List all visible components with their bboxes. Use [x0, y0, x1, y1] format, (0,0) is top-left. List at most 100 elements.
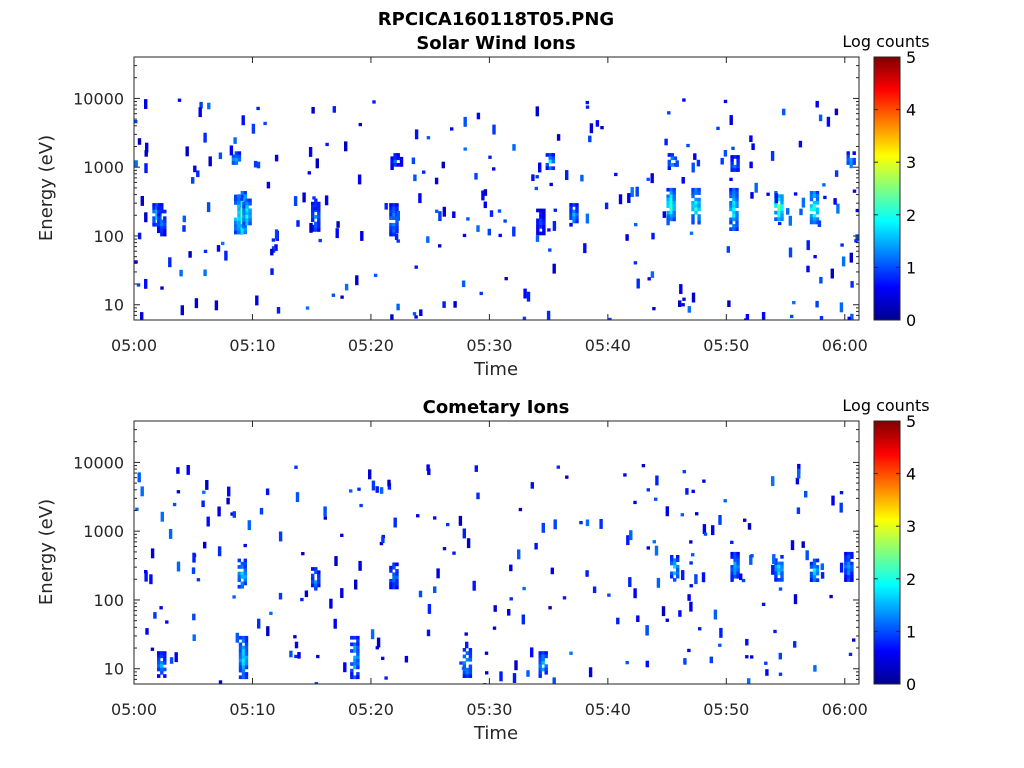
- heatmap-cell: [462, 671, 467, 675]
- heatmap-cell: [778, 652, 782, 660]
- heatmap-cell: [839, 491, 844, 495]
- heatmap-cell: [462, 528, 466, 539]
- heatmap-cell: [633, 588, 637, 599]
- heatmap-cell: [165, 620, 169, 624]
- heatmap-cell: [723, 150, 728, 157]
- heatmap-cell: [241, 662, 246, 666]
- heatmap-cell: [846, 161, 850, 165]
- heatmap-cell: [387, 483, 392, 490]
- heatmap-cell: [392, 229, 396, 234]
- heatmap-cell: [694, 191, 698, 195]
- heatmap-cell: [670, 558, 674, 562]
- heatmap-cell: [672, 204, 676, 208]
- heatmap-cell: [137, 472, 141, 483]
- heatmap-cell: [774, 574, 778, 579]
- heatmap-cell: [433, 586, 437, 593]
- heatmap-cell: [729, 220, 733, 225]
- heatmap-cell: [736, 558, 740, 563]
- heatmap-cell: [356, 649, 360, 653]
- heatmap-cell: [157, 654, 161, 659]
- heatmap-cell: [237, 230, 241, 235]
- heatmap-cell: [426, 236, 430, 243]
- heatmap-cell: [815, 100, 819, 108]
- heatmap-cell: [294, 641, 299, 649]
- heatmap-cell: [465, 674, 470, 678]
- heatmap-cell: [234, 217, 238, 222]
- heatmap-cell: [778, 587, 783, 591]
- heatmap-cell: [786, 208, 790, 215]
- heatmap-cell: [761, 602, 766, 606]
- heatmap-cell: [723, 499, 727, 503]
- heatmap-cell: [713, 609, 718, 620]
- heatmap-cell: [314, 228, 318, 232]
- heatmap-cell: [150, 548, 155, 559]
- heatmap-cell: [248, 218, 252, 222]
- heatmap-cell: [698, 627, 702, 631]
- heatmap-cell: [780, 568, 784, 572]
- heatmap-cell: [815, 207, 820, 212]
- heatmap-cell: [730, 540, 734, 544]
- heatmap-cell: [356, 652, 360, 657]
- heatmap-cell: [670, 153, 674, 157]
- heatmap-cell: [157, 661, 161, 665]
- heatmap-cell: [235, 632, 239, 643]
- heatmap-cell: [850, 551, 854, 556]
- heatmap-cell: [654, 545, 659, 556]
- heatmap-cell: [163, 226, 167, 230]
- heatmap-cell: [852, 151, 856, 155]
- x-tick-label: 05:30: [466, 700, 512, 719]
- heatmap-cell: [392, 203, 396, 207]
- heatmap-cell: [176, 490, 181, 494]
- heatmap-cell: [702, 479, 706, 483]
- heatmap-cell: [160, 651, 164, 655]
- heatmap-cell: [375, 486, 379, 493]
- heatmap-cell: [536, 221, 540, 226]
- heatmap-cell: [208, 156, 212, 167]
- heatmap-cell: [504, 277, 508, 281]
- heatmap-cell: [847, 316, 851, 320]
- heatmap-cell: [493, 605, 497, 612]
- heatmap-cell: [542, 211, 546, 216]
- heatmap-cell: [241, 672, 246, 676]
- heatmap-cell: [588, 135, 592, 143]
- heatmap-cell: [691, 489, 695, 493]
- heatmap-cell: [539, 215, 543, 219]
- heatmap-cell: [227, 486, 231, 497]
- heatmap-cell: [198, 107, 202, 118]
- heatmap-cell: [676, 558, 680, 562]
- heatmap-cell: [237, 207, 241, 212]
- heatmap-cell: [780, 207, 784, 212]
- heatmap-cell: [393, 163, 397, 167]
- heatmap-cell: [243, 561, 247, 566]
- heatmap-cell: [157, 209, 161, 214]
- heatmap-cell: [815, 200, 820, 205]
- heatmap-cell: [673, 163, 678, 167]
- heatmap-cell: [241, 658, 246, 663]
- heatmap-cell: [809, 561, 814, 566]
- heatmap-cell: [230, 512, 234, 516]
- heatmap-cell: [542, 215, 546, 219]
- colorbar-tick-label: 0: [906, 311, 916, 330]
- heatmap-cell: [547, 228, 551, 232]
- heatmap-cell: [390, 159, 394, 164]
- heatmap-cell: [726, 246, 730, 253]
- heatmap-cell: [389, 582, 393, 586]
- heatmap-cell: [316, 654, 320, 659]
- heatmap-cell: [218, 152, 223, 160]
- heatmap-cell: [392, 213, 396, 217]
- heatmap-cell: [645, 625, 649, 635]
- heatmap-cell: [395, 585, 399, 590]
- heatmap-cell: [697, 197, 701, 202]
- heatmap-cell: [652, 540, 656, 544]
- heatmap-cell: [160, 654, 164, 659]
- heatmap-cell: [237, 558, 241, 563]
- heatmap-cell: [418, 193, 422, 204]
- heatmap-cell: [353, 662, 357, 666]
- y-tick-label: 10: [104, 660, 124, 679]
- heatmap-cell: [583, 243, 587, 254]
- heatmap-cell: [243, 568, 247, 573]
- heatmap-cell: [718, 643, 722, 647]
- heatmap-cell: [335, 228, 339, 239]
- heatmap-cell: [777, 568, 781, 572]
